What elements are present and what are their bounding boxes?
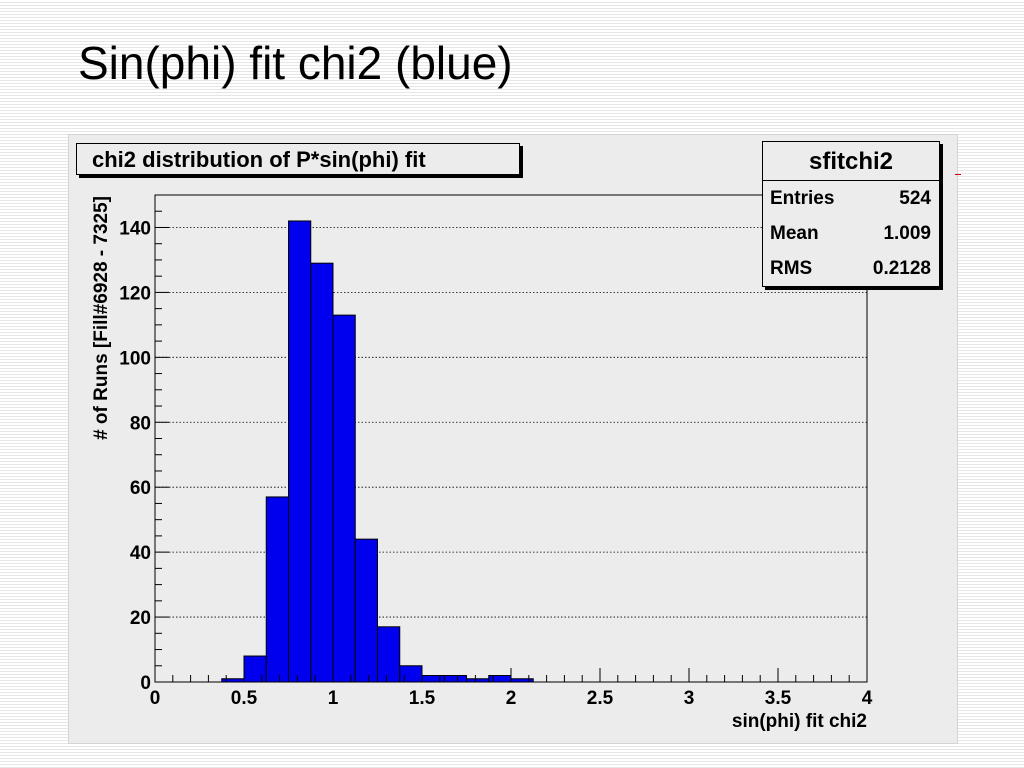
histogram-bar [332, 314, 356, 683]
x-tick-label: 0 [150, 688, 161, 709]
y-tick-label: 120 [119, 283, 151, 304]
y-tick-label: 20 [130, 608, 151, 629]
histogram-bar [221, 678, 245, 683]
y-tick-label: 140 [119, 218, 151, 239]
y-tick-label: 60 [130, 478, 151, 499]
y-tick-label: 100 [119, 348, 151, 369]
red-edge-mark [955, 174, 961, 175]
y-tick-label: 0 [140, 673, 151, 694]
stats-box: sfitchi2 Entries 524 Mean 1.009 RMS 0.21… [762, 141, 940, 287]
histogram-title: chi2 distribution of P*sin(phi) fit [76, 143, 520, 175]
x-tick-label: 3 [684, 688, 695, 709]
x-tick-label: 2.5 [587, 688, 614, 709]
plot-frame [154, 194, 868, 683]
histogram-bar [421, 675, 445, 683]
histogram-bar [466, 678, 490, 683]
y-axis-label: # of Runs [Fill#6928 - 7325] [91, 196, 112, 440]
histogram-bar [488, 675, 512, 683]
histogram-bar [377, 626, 401, 683]
stats-entries-value: 524 [899, 188, 931, 209]
x-axis-label: sin(phi) fit chi2 [732, 711, 867, 732]
histogram-bar [510, 678, 534, 683]
x-tick-label: 3.5 [765, 688, 792, 709]
stats-box-name: sfitchi2 [763, 142, 939, 181]
x-tick-label: 1.5 [409, 688, 436, 709]
histogram-bar [243, 655, 267, 683]
stats-row-mean: Mean 1.009 [763, 216, 939, 251]
stats-entries-label: Entries [770, 188, 835, 209]
stats-rms-value: 0.2128 [872, 258, 931, 279]
x-tick-label: 0.5 [231, 688, 258, 709]
stats-row-entries: Entries 524 [763, 181, 939, 216]
histogram-bar [354, 538, 378, 683]
stats-mean-value: 1.009 [883, 223, 931, 244]
slide-title: Sin(phi) fit chi2 (blue) [78, 37, 513, 89]
stats-rms-label: RMS [770, 258, 813, 279]
histogram-bar [288, 220, 312, 683]
histogram-bar [310, 262, 334, 683]
histogram-bar [399, 665, 423, 683]
x-tick-label: 4 [862, 688, 873, 709]
stats-row-rms: RMS 0.2128 [763, 251, 939, 286]
y-tick-label: 40 [130, 543, 151, 564]
x-tick-label: 2 [506, 688, 517, 709]
stats-mean-label: Mean [770, 223, 819, 244]
histogram-bar [443, 675, 467, 683]
x-tick-label: 1 [328, 688, 339, 709]
histogram-bar [265, 496, 289, 683]
y-tick-label: 80 [130, 413, 151, 434]
